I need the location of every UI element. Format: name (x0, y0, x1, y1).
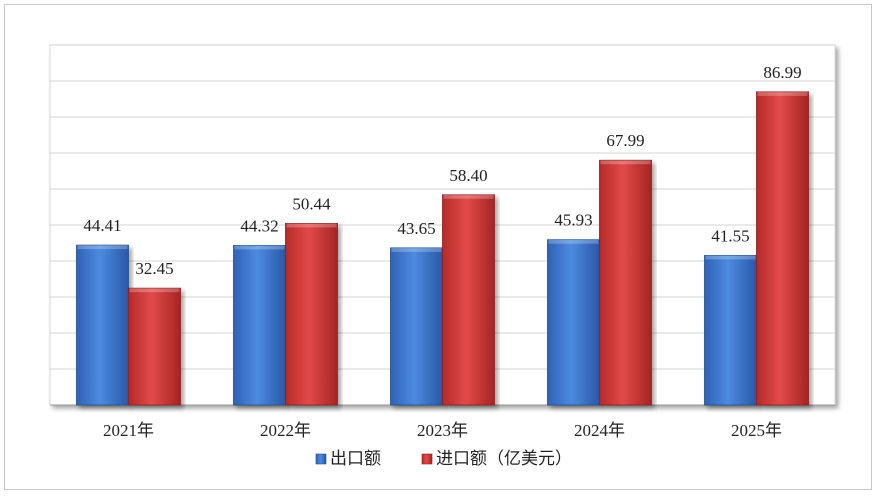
bar-highlight (548, 239, 599, 244)
data-label: 58.40 (449, 166, 487, 185)
x-tick-label: 2023年 (417, 421, 468, 440)
x-tick-label: 2025年 (731, 421, 782, 440)
data-label: 45.93 (554, 211, 592, 230)
bar-export (704, 255, 757, 406)
bar-export (233, 245, 286, 406)
data-label: 44.41 (83, 216, 121, 235)
legend-label: 出口额 (330, 449, 381, 468)
data-label: 41.55 (711, 226, 749, 245)
data-labels: 44.41 32.45 44.32 50.44 43.65 58.40 45.93 67.99… (83, 63, 801, 278)
data-label: 50.44 (292, 194, 331, 213)
data-label: 44.32 (240, 216, 278, 235)
x-tick-label: 2021年 (103, 421, 154, 440)
x-tick-label: 2024年 (574, 421, 625, 440)
bar-import (128, 287, 181, 406)
bar-export (390, 247, 443, 406)
bar-highlight (77, 245, 128, 250)
bar-import (599, 159, 652, 406)
bars (76, 91, 809, 406)
bar-highlight (129, 288, 180, 293)
legend: 出口额 进口额（亿美元） (315, 449, 572, 468)
legend-swatch (315, 453, 327, 465)
x-tick-label: 2022年 (260, 421, 311, 440)
bar-import (285, 223, 338, 406)
bar-highlight (705, 255, 756, 260)
bar-export (547, 239, 600, 406)
legend-label: 进口额（亿美元） (436, 449, 572, 468)
data-label: 67.99 (606, 131, 644, 150)
data-label: 32.45 (135, 259, 173, 278)
bar-export (76, 244, 129, 406)
data-label: 86.99 (763, 63, 801, 82)
x-axis-ticks: 2021年 2022年 2023年 2024年 2025年 (103, 421, 782, 440)
legend-swatch (421, 453, 433, 465)
bar-highlight (443, 194, 494, 199)
bar-import (756, 91, 809, 406)
bar-highlight (757, 91, 808, 96)
bar-highlight (286, 223, 337, 228)
bar-highlight (391, 247, 442, 252)
data-label: 43.65 (397, 219, 435, 238)
bar-import (442, 194, 495, 406)
bar-highlight (234, 245, 285, 250)
bar-highlight (600, 160, 651, 165)
